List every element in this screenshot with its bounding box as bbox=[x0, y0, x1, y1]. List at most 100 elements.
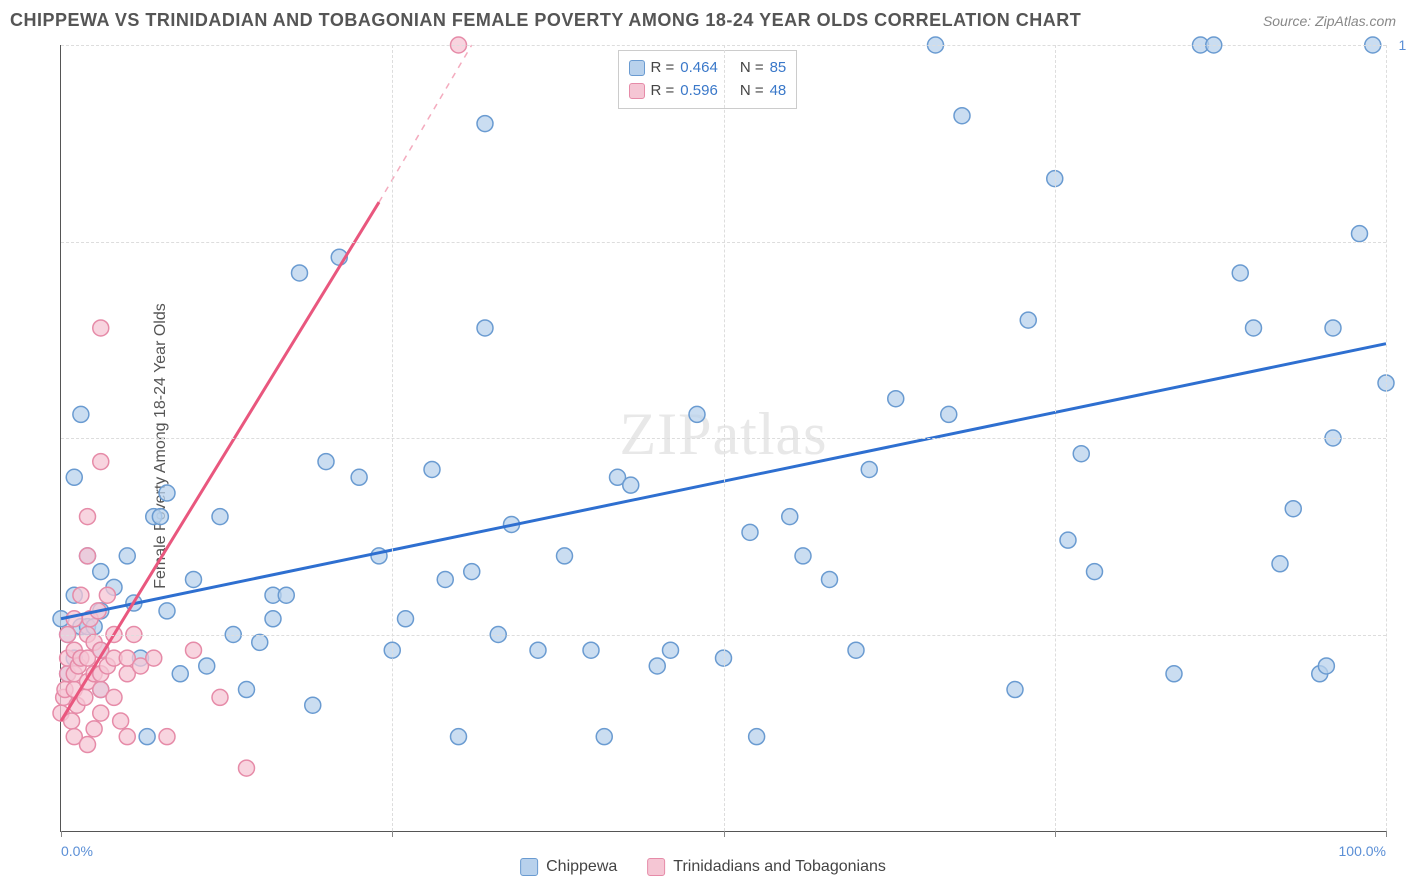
scatter-point-chippewa bbox=[1352, 226, 1368, 242]
scatter-point-chippewa bbox=[795, 548, 811, 564]
scatter-point-chippewa bbox=[152, 509, 168, 525]
scatter-point-chippewa bbox=[954, 108, 970, 124]
scatter-point-chippewa bbox=[437, 571, 453, 587]
scatter-point-trinidad bbox=[212, 689, 228, 705]
scatter-point-chippewa bbox=[1232, 265, 1248, 281]
scatter-point-chippewa bbox=[1272, 556, 1288, 572]
scatter-point-chippewa bbox=[278, 587, 294, 603]
scatter-point-chippewa bbox=[451, 729, 467, 745]
scatter-point-chippewa bbox=[119, 548, 135, 564]
scatter-point-trinidad bbox=[86, 721, 102, 737]
legend-top-row: R =0.464 N = 85 bbox=[629, 57, 787, 80]
scatter-point-trinidad bbox=[80, 509, 96, 525]
y-tick-label: 50.0% bbox=[1391, 430, 1406, 446]
scatter-point-chippewa bbox=[1318, 658, 1334, 674]
scatter-point-chippewa bbox=[1246, 320, 1262, 336]
legend-bottom-item: Trinidadians and Tobagonians bbox=[647, 858, 886, 876]
scatter-point-chippewa bbox=[888, 391, 904, 407]
scatter-point-chippewa bbox=[477, 320, 493, 336]
scatter-point-chippewa bbox=[159, 603, 175, 619]
x-tick-label: 100.0% bbox=[1339, 843, 1386, 859]
x-tick-mark bbox=[61, 831, 62, 837]
scatter-point-trinidad bbox=[146, 650, 162, 666]
scatter-point-chippewa bbox=[941, 406, 957, 422]
scatter-point-chippewa bbox=[252, 634, 268, 650]
scatter-point-chippewa bbox=[318, 454, 334, 470]
scatter-point-chippewa bbox=[822, 571, 838, 587]
gridline-v bbox=[392, 45, 393, 831]
legend-series-label: Chippewa bbox=[546, 858, 617, 876]
scatter-point-chippewa bbox=[1087, 564, 1103, 580]
scatter-point-chippewa bbox=[1073, 446, 1089, 462]
scatter-point-chippewa bbox=[742, 524, 758, 540]
scatter-point-chippewa bbox=[73, 406, 89, 422]
scatter-point-trinidad bbox=[239, 760, 255, 776]
scatter-point-chippewa bbox=[305, 697, 321, 713]
legend-swatch bbox=[629, 60, 645, 76]
x-tick-mark bbox=[724, 831, 725, 837]
scatter-point-chippewa bbox=[292, 265, 308, 281]
scatter-point-chippewa bbox=[186, 571, 202, 587]
scatter-point-trinidad bbox=[159, 729, 175, 745]
scatter-point-trinidad bbox=[80, 737, 96, 753]
legend-bottom-item: Chippewa bbox=[520, 858, 617, 876]
scatter-point-chippewa bbox=[265, 611, 281, 627]
scatter-point-chippewa bbox=[1007, 682, 1023, 698]
scatter-point-chippewa bbox=[93, 564, 109, 580]
scatter-point-trinidad bbox=[99, 587, 115, 603]
scatter-point-chippewa bbox=[530, 642, 546, 658]
legend-n-value: 85 bbox=[770, 57, 787, 80]
scatter-point-chippewa bbox=[649, 658, 665, 674]
scatter-point-chippewa bbox=[689, 406, 705, 422]
scatter-point-chippewa bbox=[1285, 501, 1301, 517]
legend-series-label: Trinidadians and Tobagonians bbox=[673, 858, 886, 876]
scatter-point-trinidad bbox=[113, 713, 129, 729]
chart-plot-area: ZIPatlas R =0.464N =85R =0.596N =48 25.0… bbox=[60, 45, 1386, 832]
legend-n-label: N = bbox=[740, 57, 764, 80]
scatter-point-chippewa bbox=[424, 461, 440, 477]
scatter-point-trinidad bbox=[66, 611, 82, 627]
scatter-point-trinidad bbox=[80, 548, 96, 564]
legend-r-value: 0.464 bbox=[680, 57, 718, 80]
scatter-point-chippewa bbox=[861, 461, 877, 477]
scatter-point-chippewa bbox=[66, 469, 82, 485]
y-tick-label: 75.0% bbox=[1391, 234, 1406, 250]
gridline-v bbox=[1055, 45, 1056, 831]
scatter-point-trinidad bbox=[119, 729, 135, 745]
x-tick-mark bbox=[1386, 831, 1387, 837]
scatter-point-chippewa bbox=[1166, 666, 1182, 682]
series-legend: Chippewa Trinidadians and Tobagonians bbox=[520, 858, 886, 876]
legend-n-value: 48 bbox=[770, 80, 787, 103]
scatter-point-chippewa bbox=[239, 682, 255, 698]
x-tick-mark bbox=[1055, 831, 1056, 837]
legend-swatch bbox=[629, 83, 645, 99]
scatter-point-chippewa bbox=[749, 729, 765, 745]
chart-header: CHIPPEWA VS TRINIDADIAN AND TOBAGONIAN F… bbox=[10, 10, 1396, 31]
legend-top-row: R =0.596 N = 48 bbox=[629, 80, 787, 103]
legend-n-label: N = bbox=[740, 80, 764, 103]
chart-source: Source: ZipAtlas.com bbox=[1263, 13, 1396, 29]
scatter-point-chippewa bbox=[1060, 532, 1076, 548]
legend-r-value: 0.596 bbox=[680, 80, 718, 103]
gridline-v bbox=[1386, 45, 1387, 831]
scatter-point-trinidad bbox=[106, 689, 122, 705]
x-tick-label: 0.0% bbox=[61, 843, 93, 859]
y-tick-label: 25.0% bbox=[1391, 627, 1406, 643]
scatter-point-chippewa bbox=[172, 666, 188, 682]
scatter-point-chippewa bbox=[139, 729, 155, 745]
legend-r-label: R = bbox=[651, 57, 675, 80]
scatter-point-trinidad bbox=[93, 320, 109, 336]
y-tick-label: 100.0% bbox=[1391, 37, 1406, 53]
scatter-point-trinidad bbox=[186, 642, 202, 658]
legend-r-label: R = bbox=[651, 80, 675, 103]
gridline-v bbox=[724, 45, 725, 831]
scatter-point-chippewa bbox=[1020, 312, 1036, 328]
legend-swatch bbox=[520, 858, 538, 876]
correlation-legend: R =0.464 N = 85 R =0.596 N = 48 bbox=[618, 50, 798, 109]
scatter-point-chippewa bbox=[351, 469, 367, 485]
scatter-point-chippewa bbox=[782, 509, 798, 525]
scatter-point-chippewa bbox=[464, 564, 480, 580]
scatter-point-chippewa bbox=[557, 548, 573, 564]
scatter-point-trinidad bbox=[93, 454, 109, 470]
scatter-point-chippewa bbox=[212, 509, 228, 525]
